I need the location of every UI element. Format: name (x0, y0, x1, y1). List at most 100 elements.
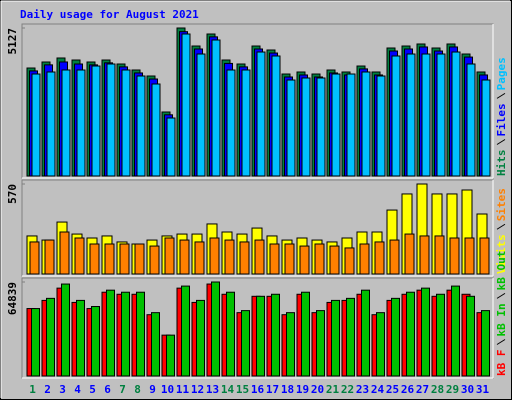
bar (481, 79, 491, 177)
bar (31, 308, 40, 377)
bar (166, 334, 175, 377)
bar (254, 239, 265, 275)
bar (256, 51, 266, 177)
bar (449, 237, 460, 275)
x-tick-label: 31 (476, 383, 490, 396)
bar (46, 297, 55, 377)
bar (179, 239, 190, 275)
bar (121, 291, 130, 377)
bar (314, 243, 325, 275)
x-tick-label: 16 (251, 383, 265, 396)
bar (76, 299, 85, 377)
chart-title: Daily usage for August 2021 (20, 8, 199, 21)
bar (406, 291, 415, 377)
legend-entry: Pages (495, 57, 508, 90)
bar (151, 312, 160, 377)
bar (74, 237, 85, 275)
bar (434, 235, 445, 275)
legend-separator (496, 92, 506, 99)
legend-entry: Hits (495, 150, 508, 177)
bar (316, 310, 325, 377)
bar (89, 243, 100, 275)
bar (239, 241, 250, 275)
bar (301, 291, 310, 377)
bar (151, 83, 161, 177)
bar (76, 69, 86, 177)
x-tick-label: 27 (416, 383, 429, 396)
bar (344, 247, 355, 275)
bar (181, 33, 191, 177)
bar (436, 293, 445, 377)
bar (166, 117, 176, 177)
legend-entry: kB Out (495, 251, 508, 291)
legend-separator (496, 292, 506, 299)
bar (346, 73, 356, 177)
x-tick-label: 22 (341, 383, 354, 396)
x-tick-label: 15 (236, 383, 249, 396)
legend-separator (496, 223, 506, 230)
bar (466, 295, 475, 377)
bar (359, 243, 370, 275)
bar (284, 243, 295, 275)
x-tick-label: 25 (386, 383, 399, 396)
x-tick-label: 17 (266, 383, 279, 396)
bar (241, 310, 250, 377)
x-tick-label: 28 (431, 383, 444, 396)
bar (286, 312, 295, 377)
bar (391, 297, 400, 377)
legend-entry: Files (495, 103, 508, 136)
bar (376, 312, 385, 377)
y-tick-label: 5127 (6, 28, 19, 55)
bar (224, 239, 235, 275)
bar (271, 55, 281, 177)
bar (29, 241, 40, 275)
bar (316, 77, 326, 177)
x-tick-label: 5 (89, 383, 96, 396)
bar (181, 285, 190, 377)
bar (196, 53, 206, 177)
bar (241, 69, 251, 177)
bar (164, 237, 175, 275)
bar (301, 77, 311, 177)
bar (209, 237, 220, 275)
legend-separator (496, 339, 506, 345)
bar (464, 237, 475, 275)
bar (44, 239, 55, 275)
bar (46, 71, 56, 177)
bar (374, 241, 385, 275)
y-tick-label: 64839 (6, 282, 19, 315)
x-tick-label: 23 (356, 383, 369, 396)
x-tick-label: 18 (281, 383, 294, 396)
bar (91, 65, 101, 177)
x-tick-label: 2 (44, 383, 51, 396)
x-tick-label: 11 (176, 383, 190, 396)
bar (299, 245, 310, 275)
bar (61, 283, 70, 377)
bar (59, 231, 70, 275)
bar (331, 299, 340, 377)
bar (361, 71, 371, 177)
x-tick-label: 10 (161, 383, 174, 396)
bar (119, 243, 130, 275)
bar (271, 293, 280, 377)
bar (481, 310, 490, 377)
x-tick-label: 13 (206, 383, 219, 396)
bar (451, 285, 460, 377)
x-tick-label: 12 (191, 383, 204, 396)
x-tick-label: 1 (29, 383, 36, 396)
bar (211, 39, 221, 177)
bar (106, 289, 115, 377)
x-tick-label: 14 (221, 383, 235, 396)
bar (194, 241, 205, 275)
x-tick-label: 6 (104, 383, 111, 396)
bar (466, 63, 476, 177)
bar (226, 69, 236, 177)
y-tick-label: 570 (6, 184, 19, 204)
legend-separator (496, 139, 506, 145)
bar (91, 306, 100, 377)
bar (211, 281, 220, 377)
x-tick-label: 4 (74, 383, 81, 396)
legend-entry: Sites (495, 188, 508, 221)
bar (391, 55, 401, 177)
legend-entry: Visits (495, 234, 508, 274)
